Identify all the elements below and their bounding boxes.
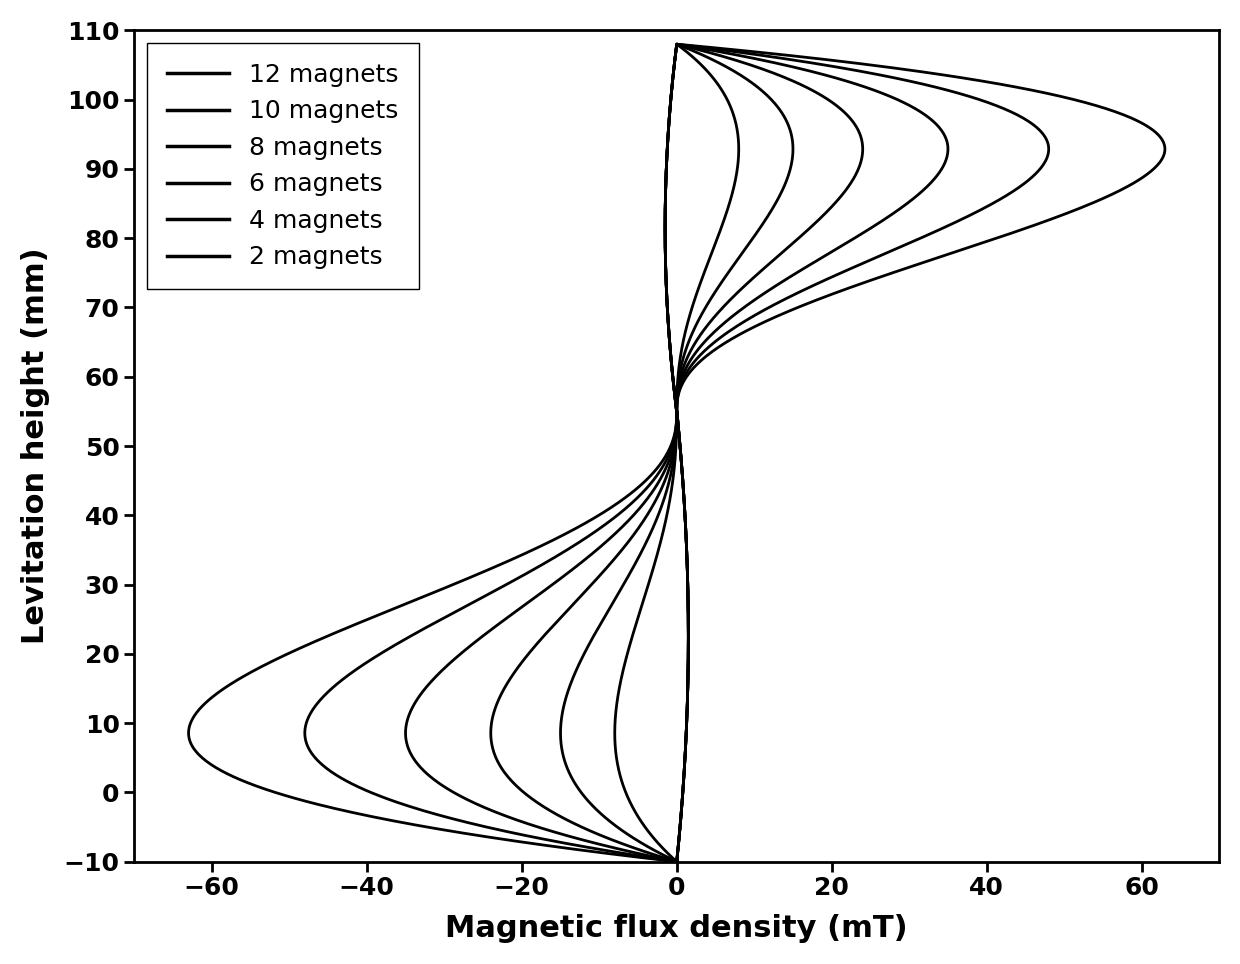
X-axis label: Magnetic flux density (mT): Magnetic flux density (mT) (445, 914, 908, 943)
10 magnets (680, 563, 694, 575)
6 magnets (672, 825, 687, 837)
10 magnets (663, 348, 678, 360)
12 magnets (670, 39, 684, 50)
8 magnets (680, 563, 694, 575)
8 magnets (663, 348, 678, 360)
8 magnets (926, 117, 941, 128)
6 magnets (667, 58, 682, 69)
8 magnets (670, 856, 684, 868)
Line: 2 magnets: 2 magnets (615, 44, 739, 862)
6 magnets (663, 348, 678, 360)
4 magnets (663, 348, 678, 360)
8 magnets (670, 39, 684, 50)
Line: 4 magnets: 4 magnets (560, 44, 792, 862)
12 magnets (663, 348, 678, 360)
4 magnets (670, 856, 684, 868)
12 magnets (1132, 117, 1147, 128)
10 magnets (1022, 117, 1037, 128)
10 magnets (308, 752, 322, 763)
12 magnets (670, 856, 684, 868)
2 magnets (667, 58, 682, 69)
10 magnets (670, 39, 684, 50)
4 magnets (780, 117, 795, 128)
4 magnets (670, 39, 684, 50)
4 magnets (680, 563, 694, 575)
Line: 10 magnets: 10 magnets (305, 44, 1049, 862)
12 magnets (672, 825, 687, 837)
2 magnets (663, 348, 678, 360)
4 magnets (670, 856, 684, 868)
4 magnets (557, 752, 572, 763)
2 magnets (670, 856, 684, 868)
Y-axis label: Levitation height (mm): Levitation height (mm) (21, 248, 50, 644)
6 magnets (670, 856, 684, 868)
2 magnets (670, 39, 684, 50)
6 magnets (670, 856, 684, 868)
6 magnets (670, 39, 684, 50)
2 magnets (609, 752, 624, 763)
8 magnets (670, 856, 684, 868)
12 magnets (680, 563, 694, 575)
8 magnets (405, 752, 420, 763)
10 magnets (667, 58, 682, 69)
6 magnets (489, 752, 503, 763)
Line: 12 magnets: 12 magnets (188, 44, 1164, 862)
10 magnets (672, 825, 687, 837)
2 magnets (680, 563, 694, 575)
Line: 6 magnets: 6 magnets (491, 44, 863, 862)
12 magnets (670, 856, 684, 868)
6 magnets (846, 117, 861, 128)
8 magnets (667, 58, 682, 69)
2 magnets (728, 117, 743, 128)
Legend: 12 magnets, 10 magnets, 8 magnets, 6 magnets, 4 magnets, 2 magnets: 12 magnets, 10 magnets, 8 magnets, 6 mag… (146, 42, 419, 289)
2 magnets (670, 856, 684, 868)
Line: 8 magnets: 8 magnets (405, 44, 947, 862)
12 magnets (195, 752, 210, 763)
4 magnets (667, 58, 682, 69)
6 magnets (680, 563, 694, 575)
2 magnets (672, 825, 687, 837)
10 magnets (670, 856, 684, 868)
10 magnets (670, 856, 684, 868)
8 magnets (672, 825, 687, 837)
12 magnets (667, 58, 682, 69)
4 magnets (672, 825, 687, 837)
